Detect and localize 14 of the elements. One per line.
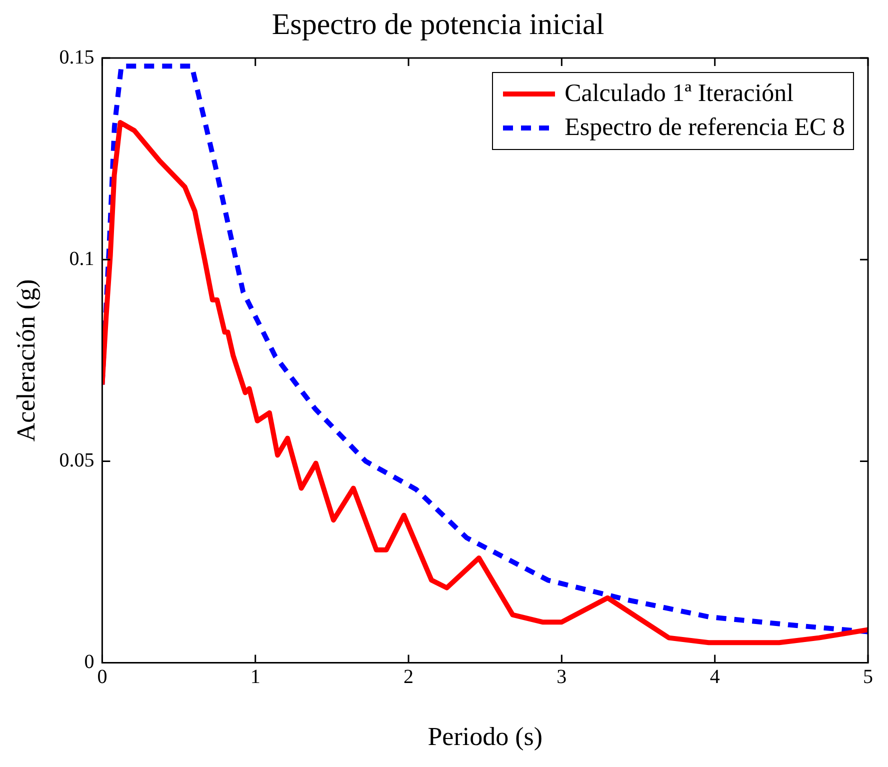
x-tick-label: 4 xyxy=(710,666,720,688)
y-axis-title: Aceleración (g) xyxy=(11,279,40,442)
y-tick-label: 0.15 xyxy=(59,46,94,68)
y-tick-label: 0 xyxy=(84,651,94,674)
y-tick-label: 0.05 xyxy=(59,449,94,472)
chart-title: Espectro de potencia inicial xyxy=(272,8,604,41)
x-tick-label: 5 xyxy=(863,666,873,688)
y-tick-label: 0.1 xyxy=(69,248,94,270)
x-tick-label: 1 xyxy=(250,666,260,688)
x-tick-label: 3 xyxy=(556,666,567,688)
legend-label: Calculado 1ª Iteraciónl xyxy=(564,79,794,109)
x-tick-label: 2 xyxy=(404,666,414,688)
legend-label: Espectro de referencia EC 8 xyxy=(564,113,845,143)
x-axis-title: Periodo (s) xyxy=(428,722,543,752)
